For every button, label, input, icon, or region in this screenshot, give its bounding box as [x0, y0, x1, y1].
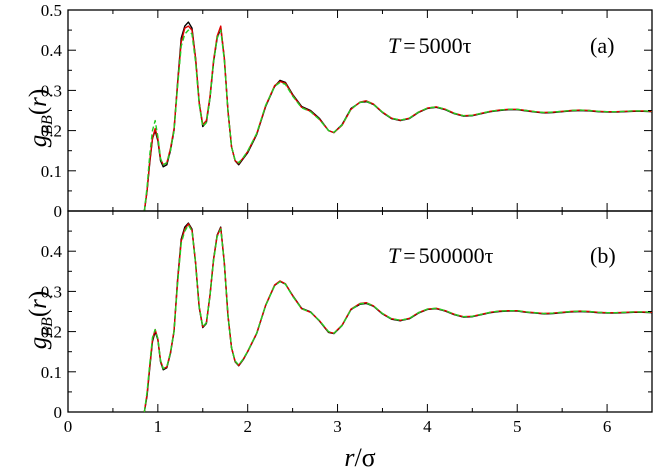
- panel-b-y-tick-label: 0.4: [41, 242, 63, 261]
- panel-b-xticks: 0 1 2 3 4 5 6: [64, 211, 653, 436]
- x-tick-label: 3: [333, 417, 342, 436]
- panel-a-series-layer: [143, 21, 653, 212]
- panel-b-y-tick-label: 0.3: [41, 282, 62, 301]
- x-tick-label: 5: [513, 417, 522, 436]
- panel-a-y-tick-label: 0.5: [41, 1, 62, 20]
- panel-b: 0 1 2 3 4 5 6 0 0.1 0.2 0.3 0.4 gBB(r) T = 500000τ (…: [25, 210, 653, 436]
- panel-b-y-tick-label: 0: [54, 403, 63, 422]
- panel-b-series-layer: [143, 222, 653, 413]
- panel-a-xticks: [67, 10, 653, 211]
- panel-a-yticks: 0 0.1 0.2 0.3 0.4 0.5: [41, 1, 652, 221]
- panel-b-ylabel: gBB(r): [25, 291, 56, 349]
- panel-b-label: (b): [590, 243, 616, 268]
- panel-a-y-tick-label: 0.3: [41, 81, 62, 100]
- x-tick-label: 6: [603, 417, 612, 436]
- panel-a-series-line: [143, 29, 653, 212]
- panel-a-y-tick-label: 0: [54, 202, 63, 221]
- panel-a-y-tick-label: 0.1: [41, 162, 62, 181]
- panel-b-yticks: 0 0.1 0.2 0.3 0.4: [41, 210, 652, 422]
- x-tick-label: 1: [154, 417, 163, 436]
- panel-a-y-tick-label: 0.2: [41, 122, 62, 141]
- x-axis-label: r/σ: [344, 443, 375, 470]
- panel-b-y-tick-label: 0.2: [41, 323, 62, 342]
- panel-b-series-line: [143, 224, 653, 413]
- panel-a-y-tick-label: 0.4: [41, 41, 63, 60]
- panel-b-y-tick-label: 0.1: [41, 363, 62, 382]
- x-tick-label: 0: [64, 417, 73, 436]
- x-tick-label: 4: [423, 417, 432, 436]
- panel-a-ylabel: gBB(r): [25, 89, 56, 147]
- panel-a-annotation: T = 5000τ: [388, 33, 472, 58]
- x-tick-label: 2: [243, 417, 252, 436]
- panel-a: 0 0.1 0.2 0.3 0.4 0.5 gBB(r) T = 5000τ (a): [25, 1, 653, 221]
- panel-a-label: (a): [590, 33, 614, 58]
- panel-b-annotation: T = 500000τ: [388, 243, 494, 268]
